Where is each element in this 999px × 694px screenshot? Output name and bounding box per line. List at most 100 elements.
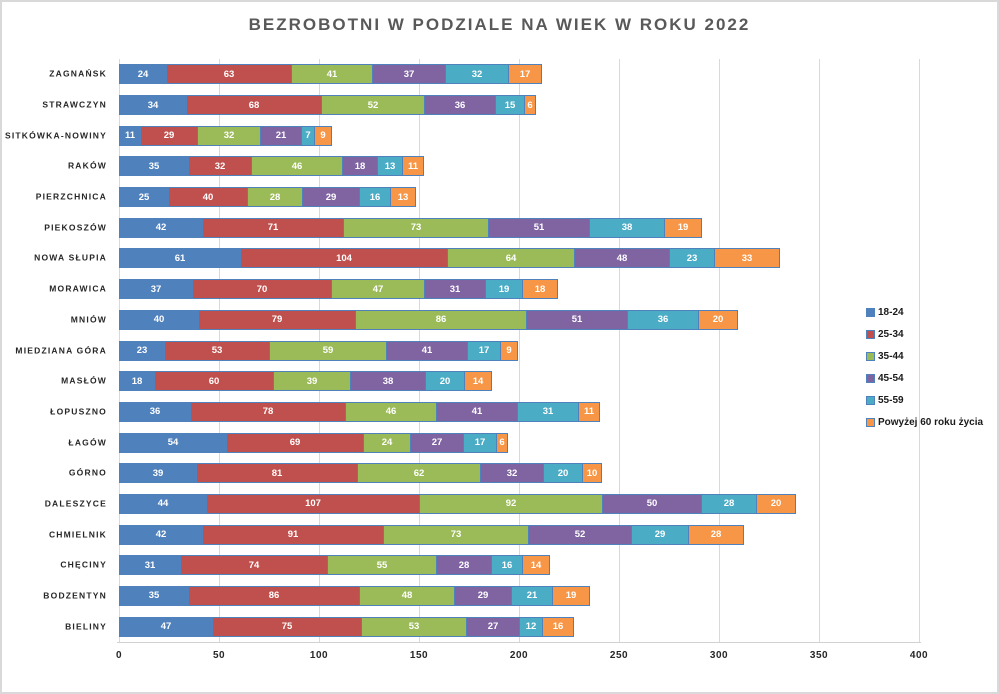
bar-row: 25 40 28 29 16 13 [119,187,416,208]
bar-segment-powyżej-60-roku-życia: 16 [542,616,574,637]
bar-value-label: 81 [271,467,283,479]
bar-segment-25-34: 60 [154,371,274,392]
bar-segment-powyżej-60-roku-życia: 10 [582,463,602,484]
category-label: CHMIELNIK [48,528,107,539]
bar-value-label: 12 [525,621,537,633]
bar-segment-25-34: 91 [202,524,384,545]
bar-segment-35-44: 62 [357,463,481,484]
bar-value-label: 47 [372,283,384,295]
gridline [619,59,620,642]
bar-segment-25-34: 71 [202,217,344,238]
bar-segment-18-24: 35 [119,585,189,606]
bar-value-label: 19 [565,590,577,602]
bar-value-label: 38 [382,375,394,387]
category-label: MORAWICA [49,283,107,294]
bar-value-label: 21 [526,590,538,602]
bar-segment-45-54: 29 [454,585,512,606]
legend-label: Powyżej 60 roku życia [878,416,984,428]
bar-value-label: 64 [505,252,517,264]
bar-value-label: 28 [458,559,470,571]
bar-segment-45-54: 51 [488,217,590,238]
bar-value-label: 27 [431,437,443,449]
bar-segment-55-59: 19 [485,279,523,300]
bar-segment-55-59: 28 [701,493,757,514]
category-label: MIEDZIANA GÓRA [15,344,107,355]
x-axis-tick-label: 0 [115,650,123,661]
bar-value-label: 31 [542,406,554,418]
bar-segment-powyżej-60-roku-życia: 19 [664,217,702,238]
bar-value-label: 92 [505,498,517,510]
legend-item: 45-54 [866,367,983,389]
bar-value-label: 16 [552,621,564,633]
bar-value-label: 31 [144,559,156,571]
bar-row: 39 81 62 32 20 10 [119,463,602,484]
bar-segment-35-44: 64 [447,248,575,269]
bar-value-label: 61 [174,252,186,264]
legend: 18-24 25-34 35-44 45-54 55-59 Powyżej 60 roku… [866,301,983,433]
bar-value-label: 21 [275,130,287,142]
legend-label: 35-44 [878,350,904,362]
bar-value-label: 62 [413,467,425,479]
x-axis-tick-label: 100 [309,650,329,661]
bar-value-label: 16 [501,559,513,571]
bar-row: 42 91 73 52 29 28 [119,524,744,545]
bar-value-label: 36 [657,314,669,326]
bar-row: 37 70 47 31 19 18 [119,279,558,300]
bar-value-label: 51 [533,222,545,234]
bar-value-label: 60 [208,375,220,387]
bar-value-label: 86 [268,590,280,602]
bar-row: 47 75 53 27 12 16 [119,616,574,637]
bar-value-label: 70 [256,283,268,295]
bar-row: 42 71 73 51 38 19 [119,217,702,238]
bar-value-label: 29 [325,191,337,203]
bar-row: 36 78 46 41 31 11 [119,401,600,422]
bar-value-label: 59 [322,345,334,356]
legend-label: 25-34 [878,328,904,340]
category-label: SITKÓWKA-NOWINY [4,129,107,140]
bar-row: 40 79 86 51 36 20 [119,309,738,330]
bar-value-label: 47 [160,621,172,633]
bar-value-label: 16 [369,191,381,203]
bar-segment-powyżej-60-roku-życia: 9 [500,340,518,361]
bar-value-label: 36 [454,99,466,111]
bar-value-label: 35 [148,160,160,172]
bar-segment-powyżej-60-roku-życia: 14 [522,555,550,576]
bar-value-label: 71 [267,222,279,234]
bar-row: 23 53 59 41 17 9 [119,340,518,361]
bar-value-label: 44 [157,498,169,510]
bar-row: 35 86 48 29 21 19 [119,585,590,606]
bar-value-label: 7 [305,130,311,142]
bar-segment-35-44: 59 [269,340,387,361]
bar-segment-25-34: 40 [168,187,248,208]
bar-value-label: 41 [471,406,483,418]
bar-value-label: 107 [305,498,321,510]
bar-row: 11 29 32 21 7 9 [119,125,332,146]
category-label: PIEKOSZÓW [44,222,107,233]
bar-value-label: 9 [320,130,326,142]
bar-segment-powyżej-60-roku-życia: 20 [698,309,738,330]
plot-area: 24 63 41 37 32 17 34 68 52 36 15 6 11 29 32 21 7 9 35 32 46 1… [119,59,920,642]
bar-segment-powyżej-60-roku-życia: 19 [552,585,590,606]
bar-value-label: 14 [472,375,484,387]
bar-value-label: 17 [474,437,486,449]
x-axis-tick-label: 400 [909,650,929,661]
bar-segment-55-59: 21 [511,585,553,606]
legend-label: 55-59 [878,394,904,406]
category-label: ZAGNAŃSK [49,68,107,79]
bar-segment-25-34: 32 [188,156,252,177]
bar-segment-35-44: 39 [273,371,351,392]
bar-segment-25-34: 53 [164,340,270,361]
bar-segment-25-34: 78 [190,401,346,422]
bar-segment-55-59: 16 [491,555,523,576]
bar-segment-powyżej-60-roku-życia: 14 [464,371,492,392]
bar-segment-35-44: 52 [321,95,425,116]
bar-value-label: 28 [710,529,722,541]
category-label: ŁAGÓW [68,436,107,447]
bar-segment-55-59: 17 [467,340,501,361]
category-label: GÓRNO [68,467,107,478]
bar-value-label: 75 [281,621,293,633]
bar-segment-25-34: 81 [196,463,358,484]
gridline [919,59,920,642]
bar-segment-35-44: 73 [343,217,489,238]
bar-segment-45-54: 18 [342,156,378,177]
